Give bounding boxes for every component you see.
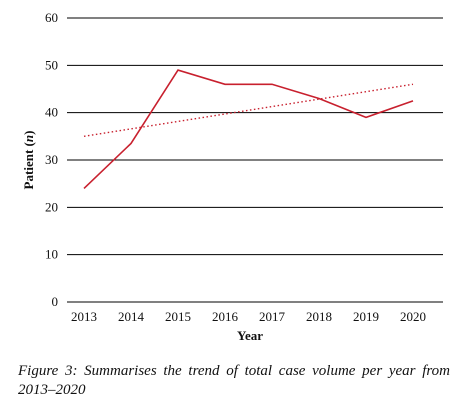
figure-caption: Figure 3: Summarises the trend of total …: [18, 363, 450, 398]
x-tick-label: 2017: [259, 309, 286, 324]
y-tick-label: 50: [45, 57, 58, 72]
trend-line: [83, 83, 414, 138]
y-axis-title-end: ): [21, 131, 36, 135]
x-tick-label: 2015: [165, 309, 191, 324]
y-axis-title-n: n: [21, 135, 36, 142]
y-axis-ticks: 0 10 20 30 40 50 60: [45, 10, 58, 309]
x-tick-label: 2019: [353, 309, 379, 324]
x-axis-ticks: 2013 2014 2015 2016 2017 2018 2019 2020: [71, 309, 426, 324]
x-tick-label: 2016: [212, 309, 239, 324]
y-tick-label: 20: [45, 199, 58, 214]
x-axis-title: Year: [237, 328, 263, 343]
y-tick-label: 0: [52, 294, 59, 309]
x-tick-label: 2020: [400, 309, 426, 324]
x-tick-label: 2013: [71, 309, 97, 324]
y-axis-title-main: Patient (: [21, 142, 36, 189]
y-axis-title: Patient (n): [21, 131, 36, 190]
x-tick-label: 2014: [118, 309, 145, 324]
y-tick-label: 40: [45, 105, 58, 120]
y-tick-label: 10: [45, 247, 58, 262]
series-line: [83, 69, 414, 189]
x-tick-label: 2018: [306, 309, 332, 324]
y-tick-label: 30: [45, 152, 58, 167]
y-tick-label: 60: [45, 10, 58, 25]
gridlines: [67, 17, 443, 303]
